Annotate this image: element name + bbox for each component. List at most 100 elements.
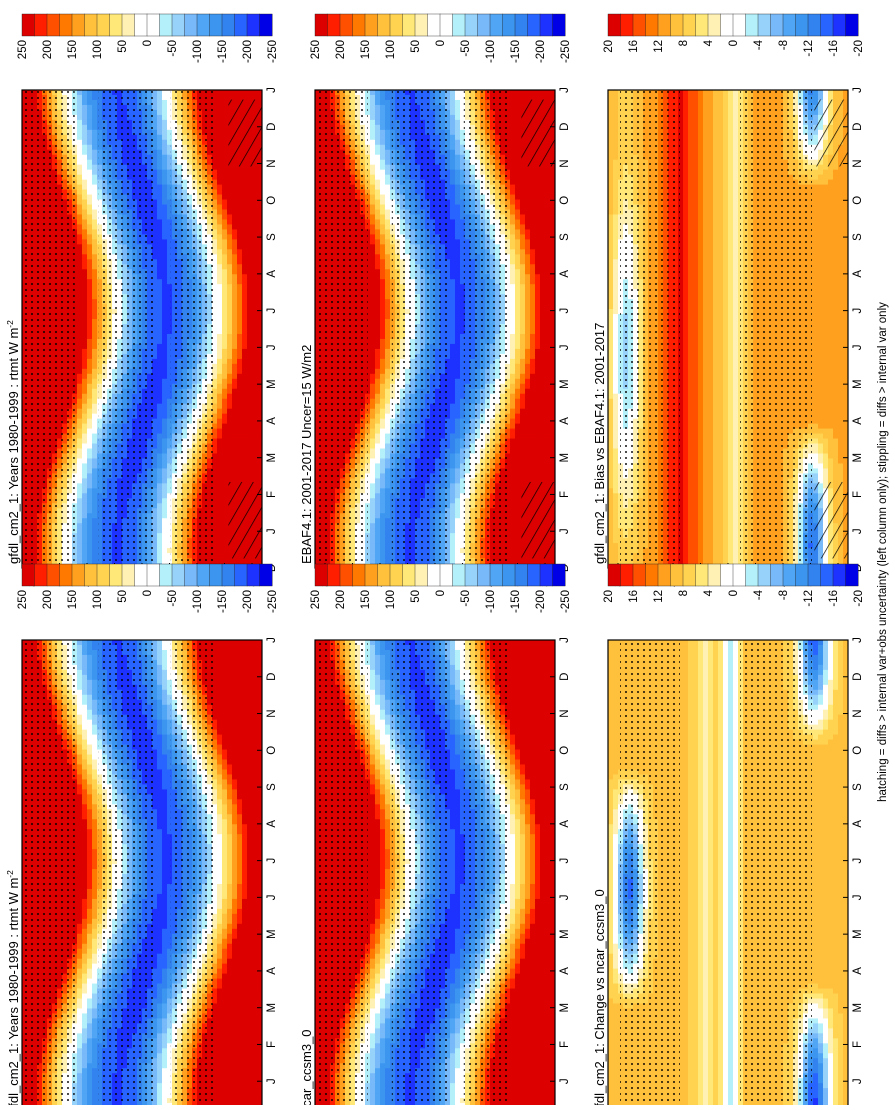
heatmap-cell [157, 254, 162, 259]
heatmap-cell [82, 165, 87, 170]
heatmap-cell [237, 404, 242, 409]
heatmap-cell [87, 444, 92, 449]
heatmap-cell [87, 289, 92, 294]
heatmap-cell [77, 364, 82, 369]
heatmap-cell [237, 170, 242, 175]
heatmap-cell [237, 424, 242, 429]
heatmap-cell [252, 214, 257, 219]
colorbar-label: 200 [42, 40, 54, 59]
heatmap-cell [157, 463, 162, 468]
heatmap-cell [82, 125, 87, 130]
heatmap-cell [92, 449, 97, 454]
panel-title: gfdl_cm2_1: Years 1980-1999 : rtmt W m-2 [5, 320, 21, 564]
heatmap-cell [82, 214, 87, 219]
heatmap-cell [87, 453, 92, 458]
heatmap-cell [242, 190, 247, 195]
colorbar-swatch [122, 14, 135, 36]
heatmap-cell [87, 234, 92, 239]
heatmap-cell [82, 453, 87, 458]
heatmap-cell [92, 180, 97, 185]
heatmap-cell [247, 424, 252, 429]
heatmap-cell [252, 309, 257, 314]
heatmap-cell [82, 399, 87, 404]
heatmap-cell [157, 210, 162, 215]
heatmap-cell [77, 294, 82, 299]
heatmap-cell [87, 155, 92, 160]
heatmap-cell [162, 195, 167, 200]
heatmap-cell [157, 528, 162, 533]
heatmap-cell [82, 483, 87, 488]
heatmap-cell [82, 244, 87, 249]
heatmap-cell [242, 364, 247, 369]
heatmap-cell [162, 329, 167, 334]
heatmap-cell [222, 553, 227, 558]
heatmap-cell [77, 145, 82, 150]
heatmap-cell [92, 384, 97, 389]
heatmap-cell [247, 259, 252, 264]
heatmap-cell [237, 399, 242, 404]
heatmap-cell [157, 190, 162, 195]
heatmap-cell [252, 195, 257, 200]
heatmap-cell [87, 279, 92, 284]
heatmap-cell [222, 468, 227, 473]
heatmap-cell [82, 553, 87, 558]
heatmap-cell [77, 399, 82, 404]
heatmap-cell [92, 214, 97, 219]
heatmap-cell [157, 503, 162, 508]
heatmap-cell [232, 404, 237, 409]
heatmap-cell [247, 229, 252, 234]
heatmap-cell [87, 274, 92, 279]
heatmap-cell [162, 145, 167, 150]
heatmap-cell [217, 140, 222, 145]
heatmap-cell [227, 195, 232, 200]
heatmap-cell [237, 409, 242, 414]
heatmap-cell [237, 314, 242, 319]
heatmap-cell [77, 508, 82, 513]
heatmap-cell [247, 389, 252, 394]
heatmap-cell [242, 379, 247, 384]
heatmap-cell [157, 364, 162, 369]
heatmap-cell [92, 289, 97, 294]
heatmap-cell [157, 145, 162, 150]
heatmap-cell [82, 508, 87, 513]
colorbar-swatch [60, 14, 73, 36]
heatmap-cell [87, 195, 92, 200]
heatmap-cell [227, 558, 232, 563]
heatmap-cell [77, 473, 82, 478]
heatmap-cell [217, 483, 222, 488]
heatmap-cell [92, 513, 97, 518]
heatmap-cell [82, 115, 87, 120]
heatmap-cell [237, 175, 242, 180]
heatmap-cell [87, 309, 92, 314]
heatmap-cell [157, 180, 162, 185]
heatmap-cell [227, 344, 232, 349]
heatmap-cell [77, 558, 82, 563]
heatmap-cell [162, 214, 167, 219]
heatmap-cell [92, 553, 97, 558]
heatmap-cell [162, 95, 167, 100]
heatmap-cell [232, 374, 237, 379]
heatmap-cell [222, 463, 227, 468]
heatmap-cell [92, 205, 97, 210]
heatmap-cell [227, 205, 232, 210]
heatmap-cell [157, 354, 162, 359]
heatmap-cell [92, 269, 97, 274]
heatmap-cell [247, 449, 252, 454]
heatmap-cell [82, 110, 87, 115]
heatmap-cell [92, 219, 97, 224]
heatmap-cell [247, 195, 252, 200]
heatmap-cell [222, 115, 227, 120]
heatmap-cell [82, 374, 87, 379]
heatmap-cell [227, 224, 232, 229]
heatmap-cell [87, 409, 92, 414]
heatmap-cell [232, 279, 237, 284]
heatmap-cell [87, 458, 92, 463]
heatmap-cell [227, 389, 232, 394]
heatmap-cell [162, 319, 167, 324]
heatmap-cell [227, 95, 232, 100]
heatmap-cell [157, 384, 162, 389]
heatmap-cell [227, 439, 232, 444]
heatmap-cell [157, 160, 162, 165]
heatmap-cell [162, 493, 167, 498]
heatmap-cell [82, 254, 87, 259]
